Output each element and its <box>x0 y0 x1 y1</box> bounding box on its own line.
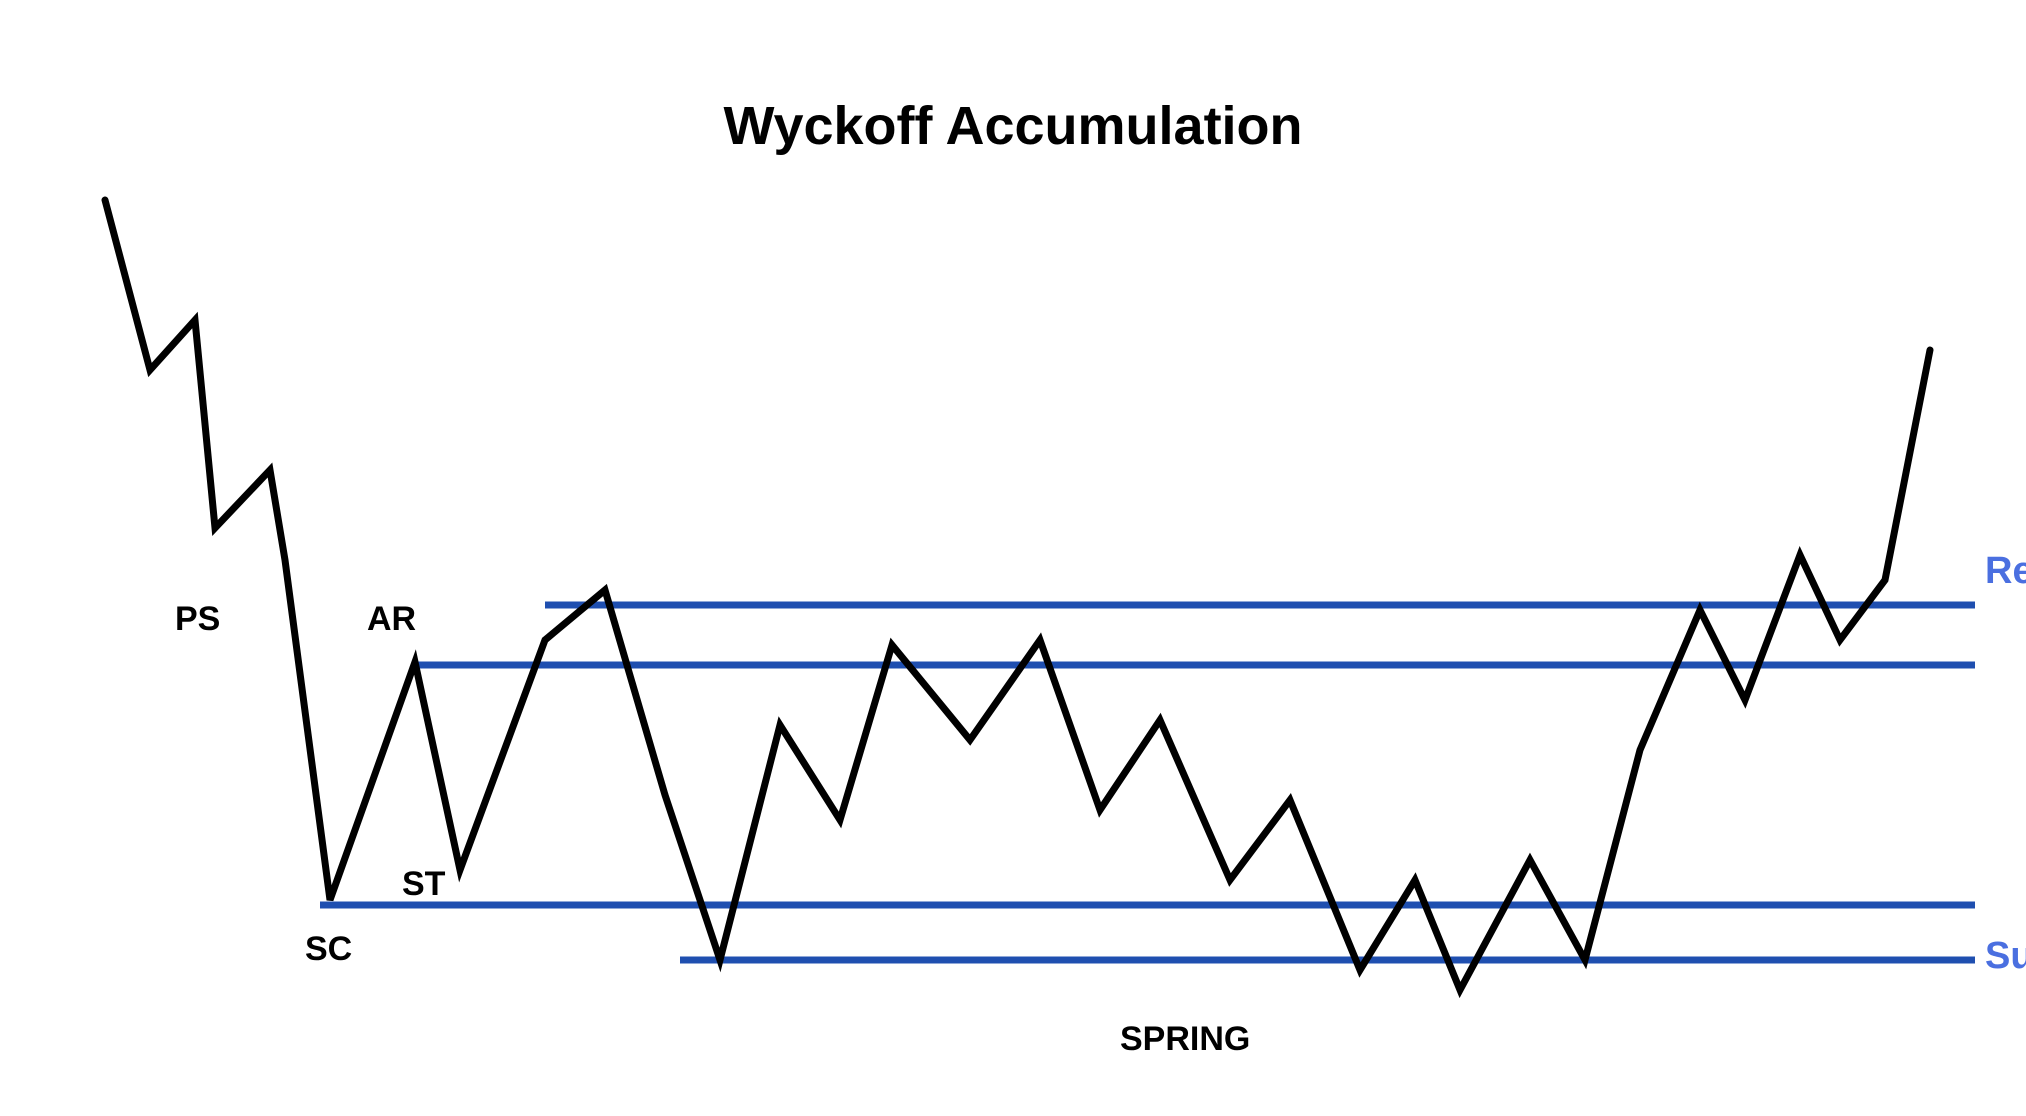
diagram-canvas: Wyckoff Accumulation PS AR ST SC SPRING … <box>0 0 2026 1116</box>
label-ar: AR <box>367 600 416 639</box>
price-path <box>105 200 1930 990</box>
label-st: ST <box>402 865 445 904</box>
label-sc: SC <box>305 930 352 969</box>
chart-svg <box>0 0 2026 1116</box>
label-resistance: Resistance <box>1985 550 2026 593</box>
label-ps: PS <box>175 600 220 639</box>
label-support: Support <box>1985 935 2026 978</box>
label-spring: SPRING <box>1120 1020 1250 1059</box>
